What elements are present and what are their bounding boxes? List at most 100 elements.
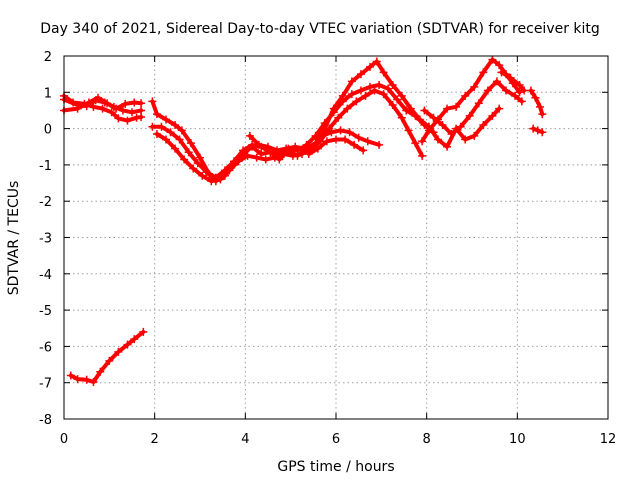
series-trace-f xyxy=(148,81,438,182)
data-point-marker xyxy=(350,140,359,149)
data-point-marker xyxy=(198,171,207,180)
y-tick-label: -2 xyxy=(39,195,52,210)
data-point-marker xyxy=(261,155,270,164)
data-point-marker xyxy=(94,93,102,102)
data-point-marker xyxy=(366,82,374,91)
series-line xyxy=(68,329,146,384)
data-point-marker xyxy=(148,122,157,131)
data-point-marker xyxy=(114,114,123,123)
data-point-marker xyxy=(162,115,170,124)
data-point-marker xyxy=(130,335,139,344)
data-point-marker xyxy=(517,97,526,106)
data-point-marker xyxy=(130,98,139,107)
x-tick-label: 12 xyxy=(600,432,617,447)
data-point-marker xyxy=(202,168,211,177)
data-point-marker xyxy=(152,110,161,119)
y-tick-label: 1 xyxy=(44,86,52,101)
data-point-marker xyxy=(384,84,393,93)
data-point-marker xyxy=(354,133,363,142)
data-point-marker xyxy=(511,91,520,100)
data-point-marker xyxy=(196,153,204,162)
data-point-marker xyxy=(270,153,279,162)
data-point-marker xyxy=(193,159,202,168)
series-trace-m xyxy=(497,68,529,95)
y-tick-label: -3 xyxy=(39,232,52,247)
data-point-marker xyxy=(320,119,329,128)
data-point-marker xyxy=(304,150,313,159)
data-point-marker xyxy=(152,130,161,139)
data-point-marker xyxy=(443,104,452,113)
x-tick-label: 4 xyxy=(241,432,249,447)
data-point-marker xyxy=(538,110,547,119)
data-point-marker xyxy=(434,135,442,144)
series-trace-d xyxy=(66,327,148,386)
data-point-marker xyxy=(352,97,361,106)
data-point-marker xyxy=(234,157,243,166)
data-point-marker xyxy=(157,122,166,131)
data-point-marker xyxy=(162,135,170,144)
data-point-marker xyxy=(189,164,198,173)
x-tick-label: 6 xyxy=(332,432,340,447)
data-point-marker xyxy=(418,151,427,160)
data-point-marker xyxy=(465,111,474,120)
data-point-marker xyxy=(515,88,524,97)
series-line xyxy=(422,79,524,136)
data-point-marker xyxy=(137,112,146,121)
data-point-marker xyxy=(139,327,148,336)
data-point-marker xyxy=(103,99,112,108)
data-point-marker xyxy=(515,81,524,90)
data-point-marker xyxy=(318,131,327,140)
data-point-marker xyxy=(177,126,186,135)
series-line xyxy=(499,70,527,93)
data-point-marker xyxy=(180,155,189,164)
series-trace-l xyxy=(424,104,504,151)
data-point-marker xyxy=(123,116,132,125)
data-point-marker xyxy=(411,111,420,120)
data-point-marker xyxy=(483,86,492,95)
series-trace-g xyxy=(152,86,427,186)
data-point-marker xyxy=(479,120,488,129)
data-point-marker xyxy=(123,340,132,349)
data-point-marker xyxy=(137,99,146,108)
data-point-marker xyxy=(82,375,91,384)
data-point-marker xyxy=(375,81,384,90)
x-tick-label: 2 xyxy=(151,432,159,447)
series-trace-i xyxy=(304,135,368,159)
data-point-marker xyxy=(420,106,429,115)
data-point-marker xyxy=(298,150,306,159)
data-point-marker xyxy=(89,377,98,386)
y-tick-label: -5 xyxy=(39,304,52,319)
data-point-marker xyxy=(388,81,397,90)
data-point-marker xyxy=(341,135,350,144)
data-point-marker xyxy=(313,144,322,153)
data-point-marker xyxy=(538,128,547,137)
data-point-marker xyxy=(98,104,107,113)
data-point-marker xyxy=(216,175,225,184)
data-point-marker xyxy=(424,122,433,131)
data-point-marker xyxy=(166,128,175,137)
x-tick-label: 10 xyxy=(509,432,526,447)
data-point-marker xyxy=(397,113,406,122)
data-point-marker xyxy=(359,146,368,155)
data-point-marker xyxy=(526,86,535,95)
data-point-marker xyxy=(186,139,195,148)
data-point-marker xyxy=(456,122,465,131)
y-tick-label: 0 xyxy=(44,123,52,138)
data-point-marker xyxy=(245,131,254,140)
data-point-marker xyxy=(370,86,379,95)
x-tick-label: 8 xyxy=(423,432,431,447)
data-point-marker xyxy=(420,120,429,129)
data-point-marker xyxy=(495,104,504,113)
y-axis-label: SDTVAR / TECUs xyxy=(6,181,22,296)
y-tick-label: -7 xyxy=(39,377,52,392)
data-point-marker xyxy=(536,102,544,111)
data-point-marker xyxy=(461,135,470,144)
data-point-marker xyxy=(311,131,320,140)
data-point-marker xyxy=(361,91,370,100)
data-series xyxy=(60,55,547,386)
series-line xyxy=(528,88,545,117)
data-point-marker xyxy=(531,93,540,102)
data-point-marker xyxy=(533,126,542,135)
data-point-marker xyxy=(89,102,98,111)
data-point-marker xyxy=(366,62,374,71)
